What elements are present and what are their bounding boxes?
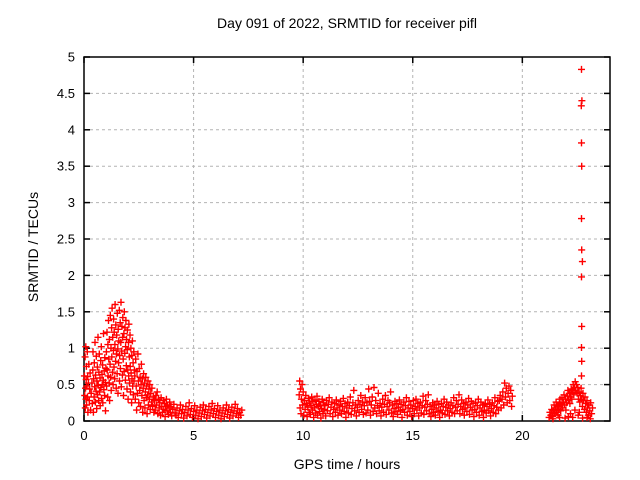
- y-tick-label: 2: [68, 268, 75, 283]
- y-tick-label: 0: [68, 414, 75, 429]
- y-tick-label: 0.5: [57, 377, 75, 392]
- y-tick-label: 3.5: [57, 159, 75, 174]
- y-tick-label: 4: [68, 122, 75, 137]
- y-tick-label: 1.5: [57, 304, 75, 319]
- x-tick-label: 10: [296, 428, 310, 443]
- x-tick-label: 20: [515, 428, 529, 443]
- x-tick-label: 15: [406, 428, 420, 443]
- chart-title: Day 091 of 2022, SRMTID for receiver pif…: [217, 15, 477, 31]
- x-axis-label: GPS time / hours: [293, 456, 401, 472]
- y-tick-label: 4.5: [57, 86, 75, 101]
- y-tick-label: 2.5: [57, 232, 75, 247]
- y-tick-label: 1: [68, 341, 75, 356]
- y-tick-label: 5: [68, 50, 75, 65]
- scatter-points-SRMTID: [80, 65, 596, 423]
- x-tick-label: 0: [80, 428, 87, 443]
- x-tick-label: 5: [190, 428, 197, 443]
- y-tick-label: 3: [68, 195, 75, 210]
